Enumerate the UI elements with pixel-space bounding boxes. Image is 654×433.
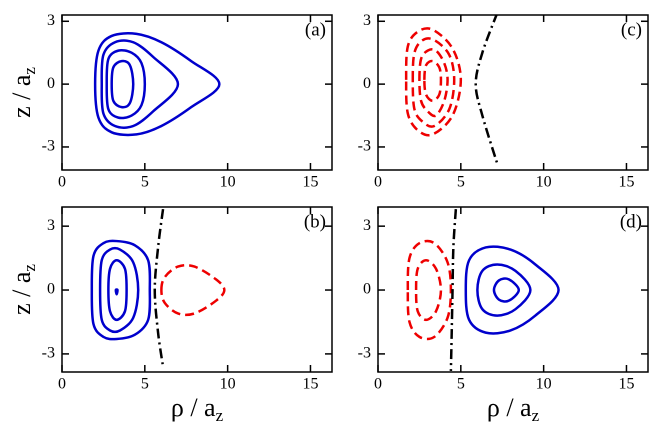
x-tick-label: 10 <box>536 174 552 191</box>
contour-line <box>411 37 456 128</box>
plot-area <box>406 209 560 371</box>
x-tick-label: 5 <box>457 376 465 393</box>
y-axis-label-text: z / a <box>7 271 36 315</box>
y-tick-label: 0 <box>363 75 371 92</box>
y-tick-label: -3 <box>358 138 371 155</box>
y-tick-label: -3 <box>42 138 55 155</box>
contour-line <box>110 59 135 109</box>
x-tick-label: 0 <box>58 376 66 393</box>
y-tick-label: 3 <box>47 12 55 29</box>
contour-line <box>414 258 443 322</box>
x-axis-label: ρ / az <box>171 393 224 425</box>
axes-frame <box>377 14 649 171</box>
plot-area <box>404 15 499 165</box>
contour-line <box>474 15 499 165</box>
axes-frame <box>377 206 649 373</box>
contour-line <box>464 245 560 335</box>
axes-frame <box>61 14 333 171</box>
y-tick-label: 3 <box>363 217 371 234</box>
y-axis-label: z / az <box>7 264 39 315</box>
contour-line <box>404 27 463 137</box>
panel: 0 5 10 15 -3 0 3 (a) z / az <box>7 12 333 191</box>
contour-line <box>93 32 221 137</box>
contour-line <box>114 288 119 296</box>
x-tick-label: 10 <box>220 174 236 191</box>
contour-line <box>90 239 152 341</box>
contour-line <box>98 246 140 334</box>
y-tick-label: -3 <box>42 345 55 362</box>
panel: 0 5 10 15-303 (b)z / azρ / az <box>7 206 333 425</box>
panel: 0 5 10 15-303 (d)ρ / az <box>358 206 649 425</box>
panel-label: (a) <box>305 19 326 40</box>
y-axis-label: z / az <box>7 67 39 118</box>
y-axis-label-sub: z <box>20 264 39 272</box>
contour-line <box>406 239 453 341</box>
contour-line <box>153 208 165 367</box>
y-tick-label: 3 <box>363 12 371 29</box>
y-tick-label: 0 <box>363 281 371 298</box>
y-tick-label: -3 <box>358 345 371 362</box>
plot-area <box>93 32 221 137</box>
x-tick-label: 15 <box>302 174 318 191</box>
contour-line <box>100 39 180 129</box>
plot-area <box>90 208 226 367</box>
x-tick-label: 10 <box>220 376 236 393</box>
x-axis-label: ρ / az <box>487 393 540 425</box>
x-tick-label: 5 <box>457 174 465 191</box>
contour-line <box>418 48 449 118</box>
contour-line <box>476 263 532 317</box>
contour-line <box>107 258 128 322</box>
x-tick-label: 15 <box>302 376 318 393</box>
x-tick-label: 0 <box>374 174 382 191</box>
panel-label: (c) <box>621 19 642 40</box>
y-axis-label-text: z / a <box>7 74 36 118</box>
axes-frame <box>61 206 333 373</box>
panel-label: (b) <box>304 211 326 232</box>
panel-label: (d) <box>620 211 642 232</box>
contour-line <box>160 263 226 317</box>
x-tick-label: 5 <box>141 174 149 191</box>
contour-line <box>105 48 147 120</box>
contour-line <box>449 209 458 371</box>
contour-line <box>492 277 521 303</box>
x-axis-label-sub: z <box>216 406 224 425</box>
x-tick-label: 10 <box>536 376 552 393</box>
x-tick-label: 0 <box>58 174 66 191</box>
contour-line <box>423 59 443 103</box>
panel: 0 5 10 15 -3 0 3 (c) <box>358 12 649 191</box>
x-axis-label-text: ρ / a <box>487 393 532 422</box>
x-tick-label: 0 <box>374 376 382 393</box>
x-tick-label: 15 <box>618 376 634 393</box>
x-axis-label-text: ρ / a <box>171 393 216 422</box>
y-tick-label: 0 <box>47 281 55 298</box>
x-tick-label: 5 <box>141 376 149 393</box>
y-axis-label-sub: z <box>20 67 39 75</box>
x-axis-label-sub: z <box>532 406 540 425</box>
y-tick-label: 0 <box>47 75 55 92</box>
y-tick-label: 3 <box>47 217 55 234</box>
x-tick-label: 15 <box>618 174 634 191</box>
